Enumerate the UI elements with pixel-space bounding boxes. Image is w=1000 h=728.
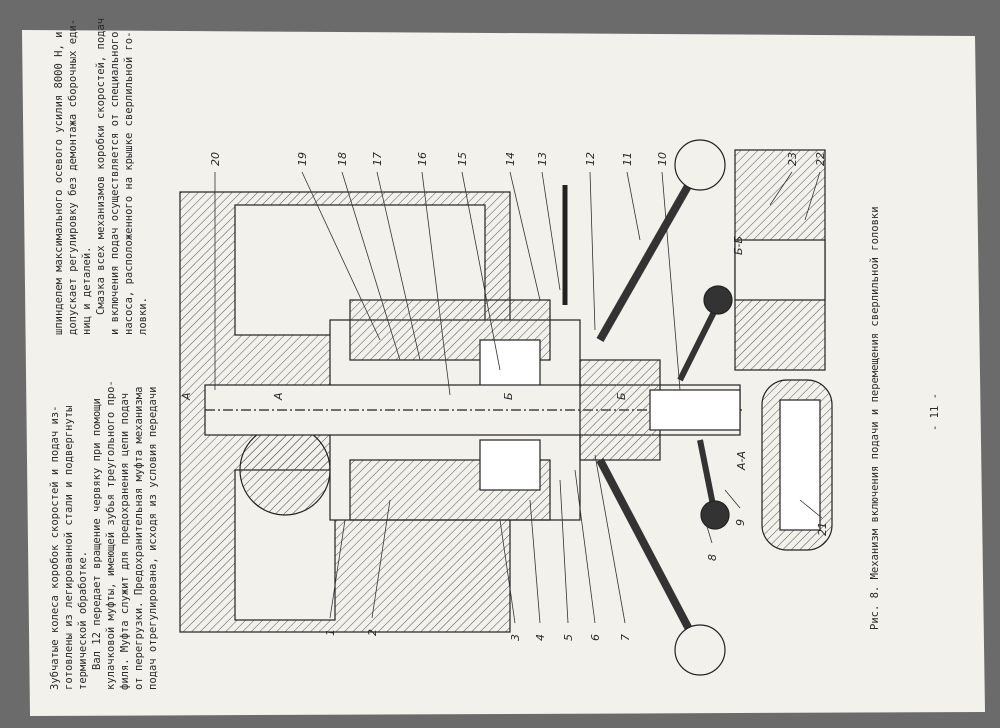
- section-label: Б-Б: [732, 236, 745, 255]
- leader-line: [804, 171, 821, 221]
- section-label: А: [272, 392, 285, 401]
- callout-label: 13: [536, 152, 549, 166]
- leader-line: [301, 171, 381, 341]
- callout-label: 9: [734, 519, 747, 526]
- body-text-line: ловки.: [137, 297, 149, 335]
- callout-label: 16: [416, 152, 429, 166]
- callout-label: 2: [366, 629, 379, 636]
- leader-line: [341, 171, 401, 361]
- callout-label: 14: [504, 152, 517, 166]
- body-text-line: насоса, расположенного на крышке сверлил…: [123, 32, 135, 335]
- callout-label: 15: [456, 152, 469, 166]
- callout-label: 22: [814, 152, 827, 166]
- body-text-line: допускает регулировку без демонтажа сбор…: [67, 19, 79, 335]
- callout-label: 10: [656, 152, 669, 166]
- leader-line: [724, 489, 741, 509]
- body-text-line: ниц и деталей.: [81, 246, 93, 335]
- callout-label: 17: [371, 152, 384, 166]
- callout-label: 21: [816, 522, 829, 536]
- body-text-line: готовлены из легированной стали и подвер…: [63, 406, 75, 690]
- leader-line: [541, 171, 561, 291]
- leader-line: [376, 171, 421, 361]
- body-text-line: филя. Муфта служит для предохранения цеп…: [119, 393, 131, 690]
- callout-label: 23: [786, 152, 799, 166]
- body-text-line: подач отрегулирована, исходя из условия …: [147, 387, 159, 690]
- section-label: А: [180, 392, 193, 401]
- section-label: Б: [502, 392, 515, 400]
- callout-label: 1: [324, 629, 337, 636]
- callout-label: 8: [706, 554, 719, 561]
- leader-line: [499, 519, 516, 624]
- leader-line: [769, 171, 793, 206]
- body-text-line: Зубчатые колеса коробок скоростей и пода…: [49, 406, 61, 690]
- callout-label: 20: [209, 152, 222, 166]
- callout-label: 3: [509, 634, 522, 641]
- callout-label: 19: [296, 152, 309, 166]
- body-text-line: Смазка всех механизмов коробки скоростей…: [95, 18, 107, 315]
- body-text-line: от перегрузки. Предохранительная муфта м…: [133, 387, 145, 690]
- page-number: - 11 -: [929, 393, 941, 431]
- leader-line: [574, 469, 596, 624]
- body-text-line: и включения подач осуществляется от спец…: [109, 32, 121, 335]
- callout-label: 11: [621, 152, 634, 166]
- body-text-line: Вал 12 передает вращение червяку при пом…: [91, 398, 103, 670]
- leader-line: [421, 171, 451, 396]
- leader-line: [559, 479, 569, 624]
- callout-label: 7: [619, 634, 632, 641]
- callout-label: 6: [589, 634, 602, 641]
- leader-line: [329, 519, 346, 619]
- body-text-line: кулачковой муфты, имеющей зубья треуголь…: [105, 380, 117, 690]
- callout-label: 18: [336, 152, 349, 166]
- callout-label: 5: [562, 634, 575, 641]
- leader-line: [509, 171, 541, 301]
- leader-line: [799, 499, 823, 519]
- leader-line: [626, 171, 641, 241]
- figure-caption: Рис. 8. Механизм включения подачи и пере…: [869, 206, 881, 630]
- leader-line: [461, 171, 501, 371]
- body-text-line: термической обработке.: [77, 551, 89, 690]
- callout-label: 4: [534, 634, 547, 641]
- section-label: Б: [615, 392, 628, 400]
- section-label: А-А: [735, 451, 748, 471]
- leader-line: [589, 171, 596, 331]
- callout-label: 12: [584, 152, 597, 166]
- mechanical-drawing: [179, 139, 833, 676]
- body-text-line: шпинделем максимального осевого усилия 8…: [53, 32, 65, 335]
- leader-line: [529, 499, 541, 624]
- leader-line: [704, 519, 713, 544]
- leader-line: [661, 171, 681, 391]
- leader-line: [594, 454, 626, 624]
- leader-line: [371, 499, 391, 619]
